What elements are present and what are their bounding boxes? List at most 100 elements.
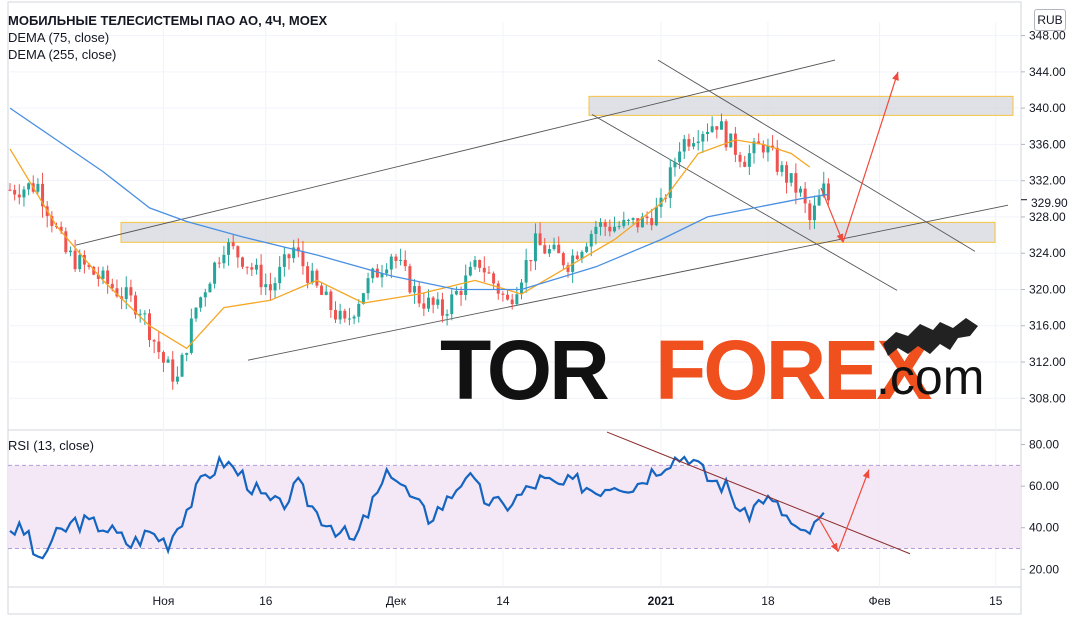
candle-body bbox=[487, 272, 491, 274]
candle-body bbox=[547, 249, 551, 254]
candle-body bbox=[315, 270, 319, 286]
candle-body bbox=[213, 262, 217, 284]
time-tick-label: 16 bbox=[259, 594, 273, 608]
dema255-line bbox=[9, 107, 829, 291]
candle-body bbox=[143, 313, 147, 315]
candle-body bbox=[636, 218, 640, 228]
candle-body bbox=[175, 376, 179, 382]
candle-body bbox=[747, 153, 751, 167]
candle-body bbox=[594, 226, 598, 234]
price-tick-label: 316.00 bbox=[1029, 319, 1066, 333]
price-tick-label: 332.00 bbox=[1029, 174, 1066, 188]
candle-body bbox=[738, 154, 742, 162]
candle-body bbox=[371, 268, 375, 279]
candle-body bbox=[706, 131, 709, 135]
time-tick-label: Ноя bbox=[153, 594, 175, 608]
candle-body bbox=[575, 255, 579, 260]
price-tick-label: 348.00 bbox=[1029, 29, 1066, 43]
candle-body bbox=[645, 216, 649, 219]
candle-body bbox=[673, 162, 677, 168]
candle-body bbox=[245, 266, 249, 268]
candle-body bbox=[50, 216, 54, 226]
candle-body bbox=[264, 284, 268, 288]
candle-body bbox=[366, 278, 370, 294]
time-tick-label: 18 bbox=[761, 594, 775, 608]
rsi-tick-label: 60.00 bbox=[1029, 479, 1059, 493]
currency-button[interactable]: RUB bbox=[1034, 9, 1066, 31]
candle-body bbox=[96, 274, 100, 279]
candle-body bbox=[696, 141, 700, 144]
candle-body bbox=[352, 316, 356, 319]
candle-body bbox=[812, 205, 816, 221]
candle-body bbox=[394, 256, 398, 261]
candle-body bbox=[36, 183, 40, 192]
rsi-tick-label: 20.00 bbox=[1029, 562, 1059, 576]
candle-body bbox=[794, 173, 798, 193]
candle-body bbox=[496, 283, 500, 294]
candle-body bbox=[68, 250, 72, 253]
candle-body bbox=[157, 341, 161, 353]
rsi-band bbox=[8, 465, 1021, 549]
candle-body bbox=[13, 189, 17, 195]
candle-body bbox=[27, 183, 31, 190]
candle-body bbox=[524, 260, 528, 283]
candle-body bbox=[329, 291, 333, 311]
logo-text-tor: TOR bbox=[440, 323, 610, 417]
candle-body bbox=[520, 282, 523, 295]
candle-body bbox=[422, 303, 426, 309]
rsi-tick-label: 40.00 bbox=[1029, 521, 1059, 535]
projection-arrow-up bbox=[842, 71, 899, 243]
chart-title: МОБИЛЬНЫЕ ТЕЛЕСИСТЕМЫ ПАО АО, 4Ч, MOEX bbox=[8, 13, 328, 28]
projection-arrow-up-head bbox=[892, 71, 899, 81]
candle-body bbox=[59, 226, 63, 232]
candle-body bbox=[580, 251, 584, 260]
candle-body bbox=[17, 194, 21, 198]
rsi-arrow-down-head bbox=[830, 542, 838, 552]
candle-body bbox=[543, 245, 547, 254]
price-tick-label: 324.00 bbox=[1029, 246, 1066, 260]
candle-body bbox=[92, 266, 96, 275]
candle-body bbox=[389, 256, 393, 270]
candle-body bbox=[692, 143, 696, 147]
candle-body bbox=[278, 266, 282, 284]
candle-body bbox=[171, 359, 175, 382]
candle-body bbox=[654, 206, 658, 226]
candle-body bbox=[608, 226, 612, 232]
candle-body bbox=[445, 314, 449, 316]
candle-body bbox=[152, 340, 156, 342]
candle-body bbox=[473, 260, 477, 267]
rsi-trend-line bbox=[606, 431, 911, 555]
candle-body bbox=[106, 270, 110, 284]
candle-body bbox=[603, 222, 607, 227]
candle-body bbox=[110, 283, 114, 289]
candle-body bbox=[510, 299, 514, 305]
price-tick-label: 340.00 bbox=[1029, 101, 1066, 115]
candle-body bbox=[468, 266, 472, 276]
candle-body bbox=[134, 295, 138, 315]
candle-body bbox=[682, 139, 686, 152]
candle-body bbox=[334, 310, 337, 320]
candle-body bbox=[185, 352, 189, 355]
candle-body bbox=[73, 250, 77, 270]
candle-body bbox=[417, 286, 421, 304]
candle-body bbox=[529, 260, 533, 262]
candle-body bbox=[506, 294, 510, 300]
candle-body bbox=[766, 145, 770, 153]
candle-body bbox=[729, 133, 733, 148]
candle-body bbox=[101, 270, 105, 279]
logo-text-com: .com bbox=[876, 349, 985, 405]
price-tick-label: 344.00 bbox=[1029, 65, 1066, 79]
candle-body bbox=[501, 293, 505, 295]
candle-body bbox=[464, 275, 468, 296]
candle-body bbox=[199, 297, 203, 308]
rsi-tick-label: 80.00 bbox=[1029, 438, 1059, 452]
candle-body bbox=[296, 247, 300, 252]
candle-body bbox=[148, 313, 151, 341]
projection-arrow-down bbox=[820, 187, 844, 243]
candle-body bbox=[129, 287, 133, 296]
candle-body bbox=[557, 244, 561, 254]
candle-body bbox=[87, 264, 91, 267]
candle-body bbox=[361, 293, 365, 304]
candle-body bbox=[166, 359, 170, 363]
